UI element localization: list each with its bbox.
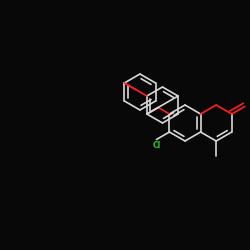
Text: Cl: Cl xyxy=(152,142,160,150)
